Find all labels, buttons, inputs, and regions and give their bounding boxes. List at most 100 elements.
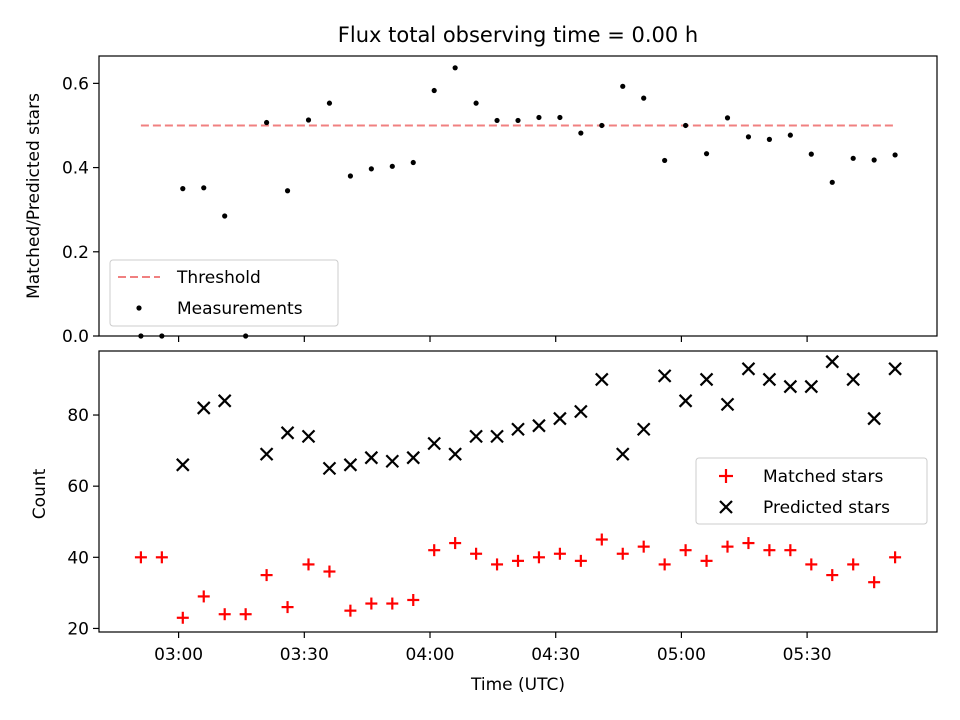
measurement-point: [452, 65, 458, 71]
x-tick-label: 05:00: [657, 645, 706, 665]
predicted-star-point: [217, 394, 232, 408]
x-tick-label: 03:30: [280, 645, 329, 665]
measurement-point: [159, 333, 165, 339]
matched-star-point: [763, 544, 776, 557]
predicted-star-point: [595, 372, 609, 387]
predicted-star-point: [762, 372, 777, 387]
predicted-star-point: [532, 418, 546, 433]
measurement-point: [662, 157, 668, 164]
measurement-point: [599, 122, 605, 129]
measurement-point: [871, 157, 877, 163]
count-y-ticks: 20 40 60 80: [67, 406, 99, 639]
matched-star-point: [428, 544, 441, 557]
y-tick-label: 0.6: [62, 74, 89, 94]
chart-title: Flux total observing time = 0.00 h: [338, 23, 698, 47]
measurement-point: [222, 213, 228, 219]
matched-star-point: [176, 611, 189, 624]
predicted-star-point: [343, 458, 358, 472]
measurement-point: [536, 114, 542, 121]
matched-star-point: [470, 547, 483, 560]
matched-star-point: [553, 547, 566, 560]
predicted-star-point: [846, 372, 860, 387]
matched-star-point: [532, 551, 545, 564]
y-tick-label: 80: [67, 406, 89, 426]
measurement-point: [494, 117, 500, 124]
y-tick-label: 40: [67, 548, 89, 568]
measurement-point: [578, 130, 584, 136]
matched-star-point: [721, 540, 734, 553]
y-tick-label: 20: [67, 619, 89, 639]
predicted-star-point: [553, 411, 567, 426]
predicted-star-point: [825, 354, 840, 369]
count-x-ticks: 03:00 03:30 04:00 04:30 05:00 05:30: [154, 632, 832, 665]
x-tick-label: 03:00: [154, 645, 203, 665]
matched-star-point: [281, 601, 294, 614]
matched-star-point: [302, 558, 315, 571]
measurement-point: [410, 159, 416, 166]
matched-star-point: [386, 597, 399, 610]
measurement-point: [515, 117, 521, 124]
matched-star-point: [868, 576, 881, 589]
predicted-star-point: [490, 429, 504, 444]
predicted-star-point: [364, 450, 379, 465]
matched-star-point: [658, 558, 671, 571]
x-tick-label: 04:00: [406, 645, 455, 665]
measurement-point: [703, 151, 710, 157]
matched-star-point: [344, 604, 357, 617]
matched-star-point: [239, 608, 252, 621]
predicted-star-point: [322, 461, 337, 476]
matched-star-point: [889, 551, 902, 564]
matched-star-point: [700, 554, 713, 567]
matched-star-point: [847, 558, 860, 571]
ratio-panel: 0.0 0.2 0.4 0.6 Matched/Predicted stars Thr…: [24, 55, 938, 347]
predicted-star-point: [636, 422, 651, 437]
predicted-star-point: [699, 372, 714, 387]
matched-star-point: [637, 540, 650, 553]
ratio-legend-box: [109, 259, 339, 327]
measurement-point: [284, 188, 291, 194]
count-panel-frame: [98, 350, 938, 633]
y-tick-label: 0.0: [62, 327, 89, 347]
measurement-point: [326, 100, 333, 106]
measurement-point: [431, 87, 437, 94]
measurement-point: [201, 185, 207, 191]
predicted-star-point: [804, 379, 819, 394]
predicted-star-point: [741, 362, 756, 376]
matched-star-point: [365, 597, 378, 610]
measurement-point: [829, 179, 835, 185]
matched-star-point: [218, 608, 231, 621]
measurement-point: [892, 152, 898, 158]
predicted-star-point: [888, 362, 902, 376]
measurements-legend-swatch: [136, 305, 142, 311]
predicted-star-point: [720, 397, 735, 412]
x-tick-label: 04:30: [531, 645, 580, 665]
matched-star-point: [805, 558, 818, 571]
measurement-point: [264, 119, 270, 126]
matched-star-point: [449, 537, 462, 550]
y-tick-label: 0.4: [62, 159, 89, 179]
measurement-point: [724, 115, 731, 121]
matched-star-point: [742, 537, 755, 550]
measurement-point: [389, 163, 395, 169]
ratio-panel-frame: [98, 55, 938, 337]
predicted-star-point: [301, 429, 316, 444]
predicted-star-point: [574, 404, 588, 419]
y-tick-label: 0.2: [62, 243, 89, 263]
matched-star-point: [679, 544, 692, 557]
predicted-star-point: [783, 379, 798, 394]
matched-star-point: [407, 593, 420, 606]
matched-stars-legend-swatch: [719, 469, 733, 483]
measurement-point: [243, 333, 249, 339]
predicted-star-point: [280, 426, 295, 440]
measurement-point: [368, 166, 374, 172]
measurement-point: [808, 151, 814, 157]
predicted-star-point: [406, 450, 421, 465]
x-tick-label: 05:30: [783, 645, 832, 665]
measurement-point: [787, 132, 793, 138]
matched-star-point: [260, 569, 273, 582]
predicted-star-point: [385, 454, 400, 469]
predicted-star-point: [511, 422, 525, 437]
matched-star-point: [134, 551, 147, 564]
